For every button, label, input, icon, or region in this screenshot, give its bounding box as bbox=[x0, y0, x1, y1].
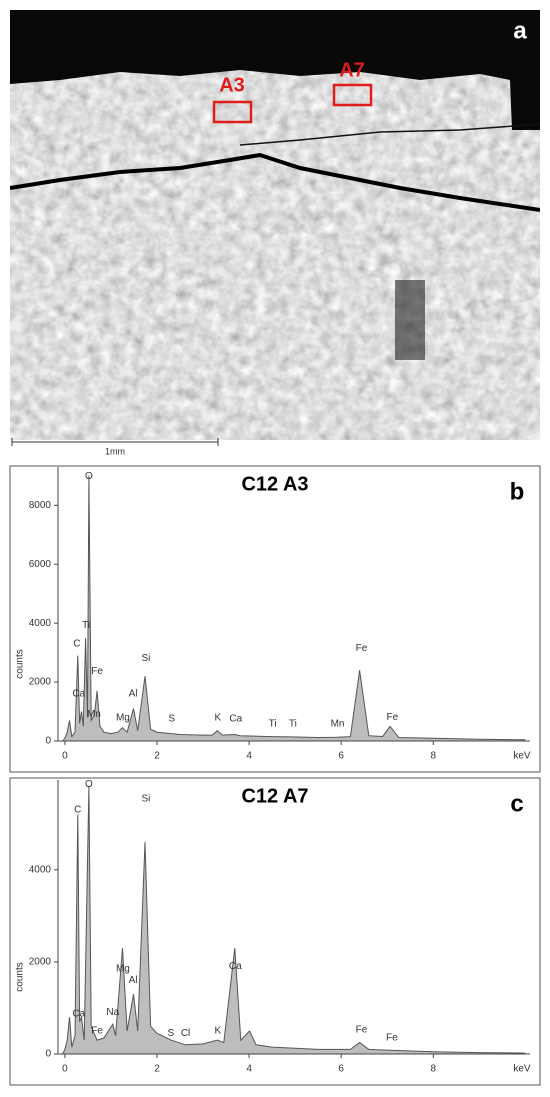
peak-label: Ti bbox=[82, 620, 90, 631]
y-axis-label: counts bbox=[15, 962, 26, 991]
x-tick-label: 4 bbox=[246, 1064, 252, 1075]
x-tick-label: 8 bbox=[431, 1064, 437, 1075]
peak-label: Mg bbox=[116, 713, 130, 724]
panel-label: b bbox=[510, 478, 525, 505]
peak-label: Ca bbox=[229, 714, 242, 725]
x-tick-label: 0 bbox=[62, 1064, 68, 1075]
y-tick-label: 4000 bbox=[29, 864, 52, 875]
peak-label: Mn bbox=[87, 709, 101, 720]
peak-label: Fe bbox=[91, 1026, 103, 1037]
panel-frame bbox=[9, 777, 541, 1086]
spectrum-fill bbox=[62, 475, 526, 741]
sem-texture bbox=[10, 10, 540, 440]
peak-label: Fe bbox=[356, 1025, 368, 1036]
y-tick-label: 0 bbox=[45, 1049, 51, 1060]
peak-label: Na bbox=[106, 1007, 119, 1018]
y-tick-label: 2000 bbox=[29, 957, 52, 968]
y-tick-label: 6000 bbox=[29, 559, 52, 570]
resin-region bbox=[10, 10, 540, 130]
y-tick-label: 4000 bbox=[29, 618, 52, 629]
peak-label: Ca bbox=[72, 689, 85, 700]
x-axis-label: keV bbox=[513, 751, 531, 762]
x-axis-label: keV bbox=[513, 1064, 531, 1075]
sem-image: A3 A7 a bbox=[10, 10, 540, 440]
x-tick-label: 0 bbox=[62, 751, 68, 762]
spectrum-fill bbox=[62, 786, 526, 1054]
peak-label: Ti bbox=[269, 719, 277, 730]
peak-label: C bbox=[73, 639, 80, 650]
peak-label: Si bbox=[142, 794, 151, 805]
peak-label: Fe bbox=[356, 643, 368, 654]
peak-label: Fe bbox=[386, 712, 398, 723]
x-tick-label: 2 bbox=[154, 751, 160, 762]
dark-spot bbox=[395, 280, 425, 360]
peak-label: O bbox=[85, 471, 93, 482]
peak-label: Ca bbox=[72, 1009, 85, 1020]
x-tick-label: 8 bbox=[431, 751, 437, 762]
panel-label: c bbox=[510, 790, 523, 817]
x-tick-label: 4 bbox=[246, 751, 252, 762]
peak-label: C bbox=[74, 805, 81, 816]
y-tick-label: 0 bbox=[45, 736, 51, 747]
scale-bar-label: 1mm bbox=[105, 446, 125, 456]
panel-frame bbox=[9, 465, 541, 773]
region-label: A3 bbox=[219, 74, 245, 96]
x-tick-label: 2 bbox=[154, 1064, 160, 1075]
peak-label: Al bbox=[129, 975, 138, 986]
spectrum-line bbox=[62, 786, 526, 1055]
peak-label: Ti bbox=[289, 719, 297, 730]
x-tick-label: 6 bbox=[338, 1064, 344, 1075]
peak-label: Ca bbox=[229, 961, 242, 972]
peak-label: Fe bbox=[91, 666, 103, 677]
peak-label: Cl bbox=[181, 1028, 190, 1039]
y-tick-label: 8000 bbox=[29, 500, 52, 511]
peak-label: K bbox=[214, 1026, 221, 1037]
region-label: A7 bbox=[339, 59, 365, 81]
peak-label: Fe bbox=[386, 1033, 398, 1044]
peak-label: Mn bbox=[331, 719, 345, 730]
peak-label: O bbox=[85, 779, 93, 790]
region-box bbox=[212, 100, 253, 124]
peak-label: Al bbox=[129, 689, 138, 700]
peak-label: Si bbox=[142, 653, 151, 664]
crack bbox=[10, 152, 540, 212]
peak-label: K bbox=[214, 713, 221, 724]
peak-label: S bbox=[168, 714, 175, 725]
panel-label: a bbox=[513, 17, 527, 44]
x-tick-label: 6 bbox=[338, 751, 344, 762]
spectrum-line bbox=[62, 475, 526, 742]
region-box bbox=[332, 83, 373, 107]
y-tick-label: 2000 bbox=[29, 677, 52, 688]
crack bbox=[239, 123, 540, 146]
y-axis-label: counts bbox=[15, 649, 26, 678]
chart-title: C12 A3 bbox=[241, 473, 308, 495]
peak-label: S bbox=[167, 1028, 174, 1039]
chart-title: C12 A7 bbox=[241, 785, 308, 807]
peak-label: Mg bbox=[116, 963, 130, 974]
